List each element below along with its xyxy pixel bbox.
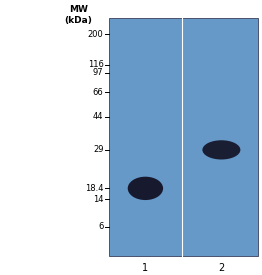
Text: 66: 66 [93, 88, 103, 97]
Ellipse shape [202, 140, 241, 160]
Text: (kDa): (kDa) [65, 16, 92, 25]
Text: 18.4: 18.4 [85, 184, 103, 193]
Ellipse shape [128, 177, 163, 200]
Text: MW: MW [69, 5, 88, 14]
Text: 29: 29 [93, 145, 103, 154]
Text: 97: 97 [93, 68, 103, 77]
Text: 44: 44 [93, 112, 103, 121]
Text: 2: 2 [218, 263, 225, 273]
Bar [109, 18, 258, 256]
Text: 6: 6 [98, 222, 103, 231]
Text: 14: 14 [93, 195, 103, 204]
Text: 1: 1 [142, 263, 149, 273]
Text: 116: 116 [88, 60, 103, 69]
Text: 200: 200 [88, 30, 103, 39]
